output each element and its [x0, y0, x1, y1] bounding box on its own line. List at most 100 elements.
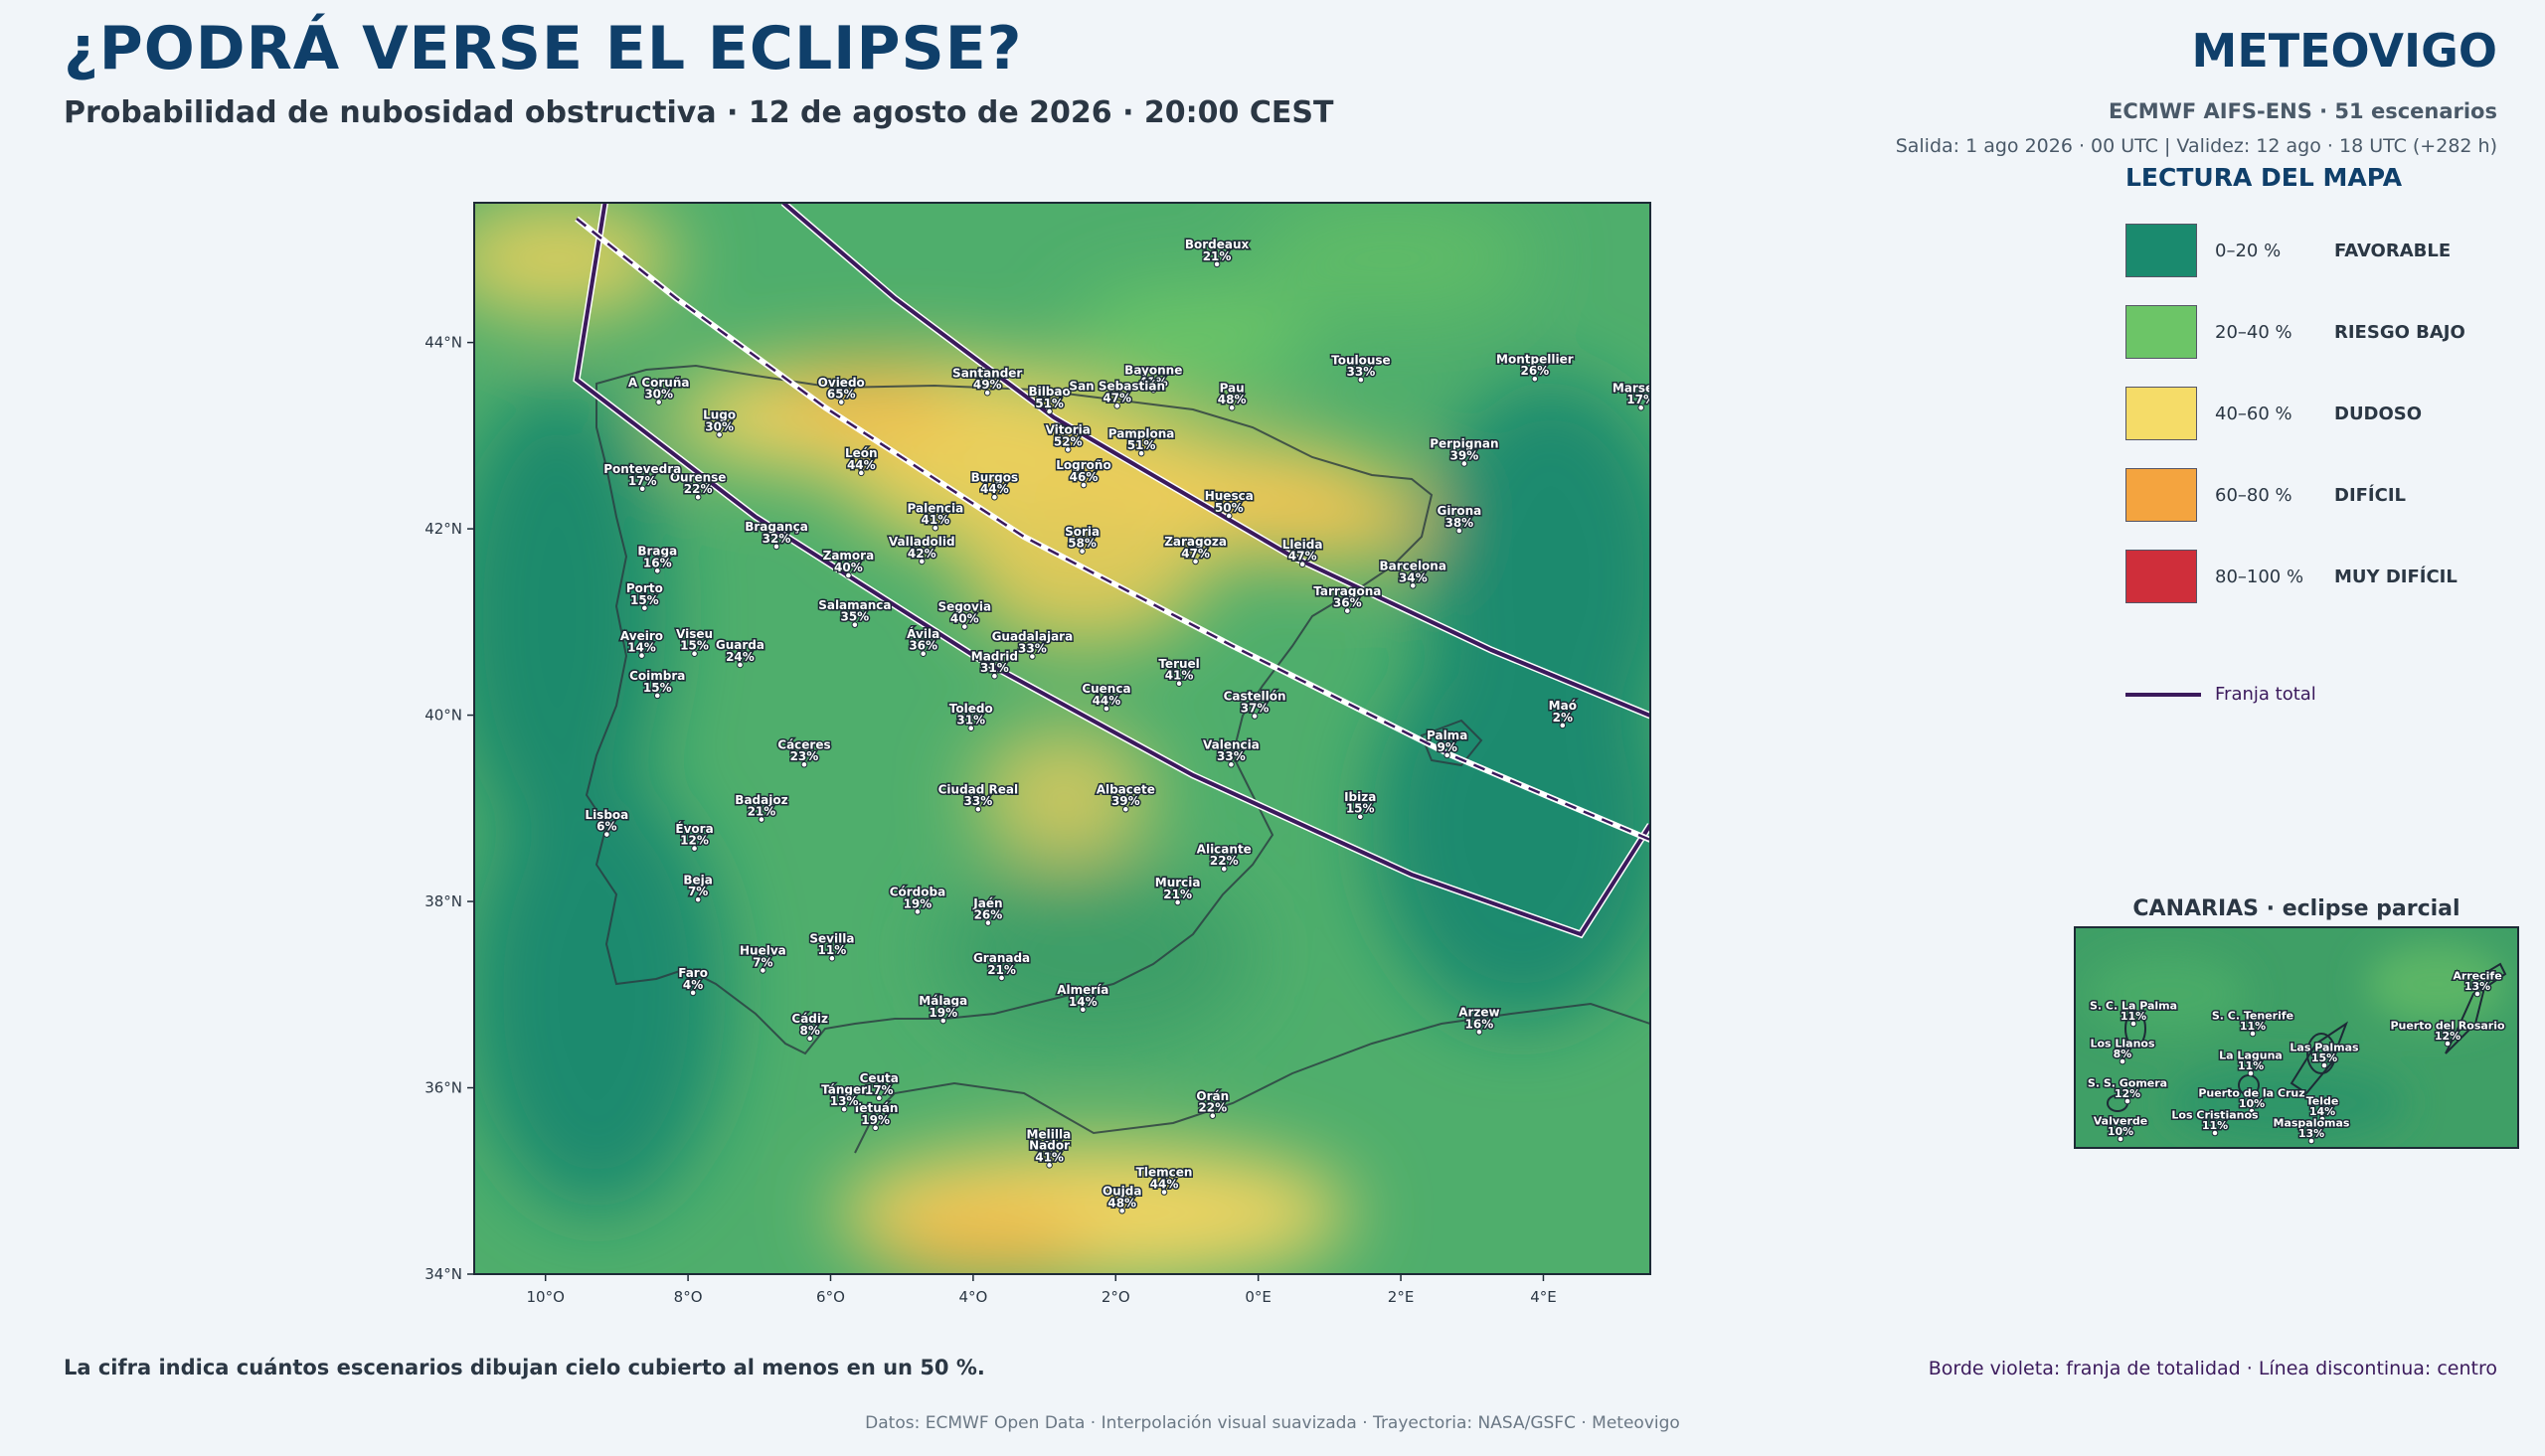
- city-probability: 33%: [964, 794, 993, 808]
- city-dot: [1122, 805, 1129, 813]
- city-dot: [806, 1035, 813, 1043]
- city-name: Palencia: [908, 501, 964, 515]
- city-dot: [1079, 1006, 1087, 1014]
- lat-tick-label: 38°N: [424, 892, 462, 910]
- city-dot: [1103, 705, 1110, 713]
- city-probability: 42%: [908, 547, 936, 561]
- city-name: Granada: [973, 951, 1030, 965]
- city-dot: [1175, 680, 1183, 687]
- city-name: Puerto de la Cruz: [2198, 1086, 2304, 1099]
- city-dot: [1357, 376, 1365, 384]
- city-probability: 44%: [847, 458, 876, 472]
- city-probability: 11%: [2202, 1119, 2228, 1132]
- city-dot: [967, 725, 975, 731]
- city-name: Ibiza: [1344, 790, 1376, 804]
- city-name: Almería: [1057, 983, 1108, 997]
- city-name: Bilbao: [1028, 385, 1070, 399]
- city-name: Barcelona: [1380, 559, 1446, 572]
- city-probability: 41%: [1165, 669, 1194, 683]
- city-markers: Bordeaux21%Bayonne41%Toulouse33%Montpell…: [584, 237, 1650, 1214]
- city-name: Jaén: [972, 896, 1002, 910]
- city-name: Tlemcen: [1136, 1166, 1193, 1180]
- city-name: León: [845, 446, 878, 460]
- canarias-title: CANARIAS · eclipse parcial: [2132, 896, 2460, 921]
- city-probability: 13%: [830, 1094, 859, 1108]
- city-dot: [840, 1105, 848, 1113]
- lat-tick-label: 36°N: [424, 1079, 462, 1097]
- city-probability: 11%: [2121, 1010, 2146, 1023]
- lat-tick-label: 34°N: [424, 1265, 462, 1283]
- city-name: Lisboa: [585, 808, 628, 822]
- city-probability: 48%: [1218, 393, 1247, 406]
- lon-tick-label: 10°O: [526, 1288, 564, 1306]
- city-probability: 17%: [865, 1083, 894, 1097]
- map-axes: 44°N 42°N 40°N 38°N 36°N 34°N 10°O 8°O 6°O 4°O 2°O…: [424, 334, 1557, 1306]
- city-name: Oujda: [1103, 1184, 1142, 1198]
- city-probability: 24%: [726, 650, 755, 664]
- city-name: Nador: [1029, 1139, 1070, 1153]
- city-dot: [638, 652, 645, 659]
- city-dot: [1220, 865, 1228, 873]
- city-dot: [653, 566, 661, 574]
- city-name: Soria: [1065, 525, 1100, 539]
- legend-range: 40–60 %: [2215, 403, 2292, 424]
- city-dot: [772, 543, 780, 551]
- city-name: Zaragoza: [1164, 535, 1227, 549]
- city-dot: [1046, 407, 1053, 415]
- city-probability: 58%: [1068, 537, 1097, 551]
- city-name: Santander: [952, 366, 1022, 380]
- cloud-probability-field: Bordeaux21%Bayonne41%Toulouse33%Montpell…: [474, 203, 1650, 1274]
- city-dot: [845, 571, 852, 579]
- lat-tick-label: 44°N: [424, 334, 462, 352]
- city-probability: 10%: [2108, 1125, 2133, 1138]
- city-probability: 12%: [2115, 1087, 2140, 1100]
- city-name: Madrid: [971, 649, 1018, 663]
- lon-tick-label: 4°E: [1530, 1288, 1557, 1306]
- city-dot: [2119, 1057, 2126, 1065]
- data-credits: Datos: ECMWF Open Data · Interpolación v…: [865, 1413, 1680, 1433]
- city-probability: 19%: [929, 1006, 957, 1020]
- city-name: Évora: [675, 821, 713, 836]
- city-dot: [2249, 1030, 2257, 1038]
- city-probability: 16%: [643, 556, 672, 569]
- city-dot: [974, 805, 982, 813]
- city-probability: 33%: [1217, 749, 1246, 763]
- city-probability: 11%: [2240, 1020, 2266, 1033]
- city-name: Beja: [683, 873, 713, 887]
- run-info: Salida: 1 ago 2026 · 00 UTC | Validez: 1…: [1895, 135, 2497, 157]
- lon-tick-label: 4°O: [958, 1288, 987, 1306]
- city-probability: 22%: [684, 482, 713, 496]
- path-line-swatch: [2125, 692, 2201, 697]
- city-name: Badajoz: [735, 793, 787, 807]
- city-dot: [918, 558, 926, 566]
- city-name: Orán: [1196, 1089, 1229, 1103]
- city-name: Vitoria: [1046, 423, 1091, 437]
- city-name: Guarda: [716, 638, 764, 652]
- lat-tick-label: 42°N: [424, 520, 462, 538]
- city-probability: 32%: [763, 532, 791, 546]
- city-probability: 15%: [630, 593, 659, 607]
- city-name: Aveiro: [620, 629, 663, 643]
